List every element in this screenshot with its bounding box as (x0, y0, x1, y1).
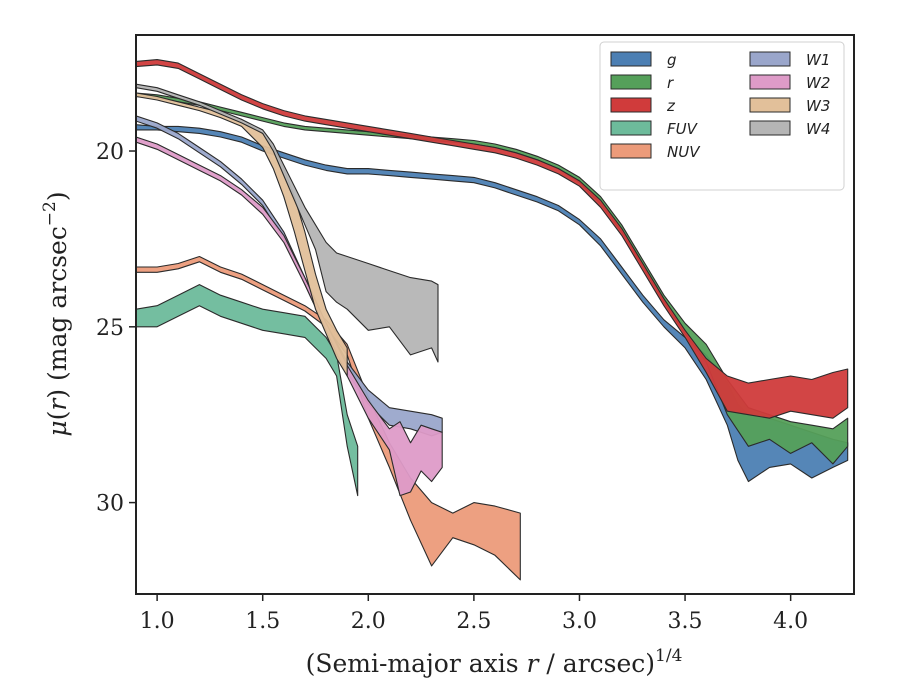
y-tick-label: 30 (96, 492, 124, 517)
legend-swatch-nuv (610, 143, 652, 159)
legend-swatch-r (610, 74, 652, 90)
legend-label-w3: W3 (806, 97, 830, 115)
profile-bands (136, 59, 849, 581)
y-axis-title: μ(r) (mag arcsec−2) (40, 191, 72, 436)
y-tick-label: 20 (96, 140, 124, 165)
x-tick-label: 1.0 (140, 609, 175, 634)
legend-swatch-g (610, 51, 652, 67)
band-g (136, 124, 849, 483)
x-axis-title: (Semi-major axis r / arcsec)1/4 (306, 646, 683, 678)
legend-label-w2: W2 (806, 74, 830, 92)
legend-swatch-w1 (749, 51, 791, 67)
x-axis-ticks: 1.0 1.5 2.0 2.5 3.0 3.5 4.0 (140, 594, 808, 634)
legend-swatch-w3 (749, 97, 791, 113)
legend: grz FUV NUV W1 W2 W3 W4 (599, 41, 845, 191)
y-tick-label: 25 (96, 316, 124, 341)
legend-label-fuv: FUV (667, 120, 699, 138)
legend-swatch-z (610, 97, 652, 113)
x-tick-label: 4.0 (773, 609, 808, 634)
band-z (136, 59, 849, 419)
band-w4 (136, 83, 439, 363)
legend-label-z: z (666, 97, 676, 115)
x-tick-label: 3.5 (668, 609, 703, 634)
x-tick-label: 2.0 (351, 609, 386, 634)
legend-label-nuv: NUV (667, 143, 701, 161)
band-nuv (136, 255, 521, 581)
legend-swatch-w4 (749, 120, 791, 136)
x-tick-label: 3.0 (562, 609, 597, 634)
legend-label-w4: W4 (806, 120, 830, 138)
plot-frame (135, 34, 855, 595)
legend-swatch-w2 (749, 74, 791, 90)
band-fuv (136, 284, 359, 497)
x-tick-label: 1.5 (245, 609, 280, 634)
legend-label-w1: W1 (806, 51, 830, 69)
band-w2 (136, 136, 443, 497)
legend-swatch-fuv (610, 120, 652, 136)
y-axis-ticks: 20 25 30 (96, 140, 136, 517)
legend-label-g: g (667, 51, 677, 69)
x-tick-label: 2.5 (456, 609, 491, 634)
legend-label-r: r (667, 74, 674, 92)
